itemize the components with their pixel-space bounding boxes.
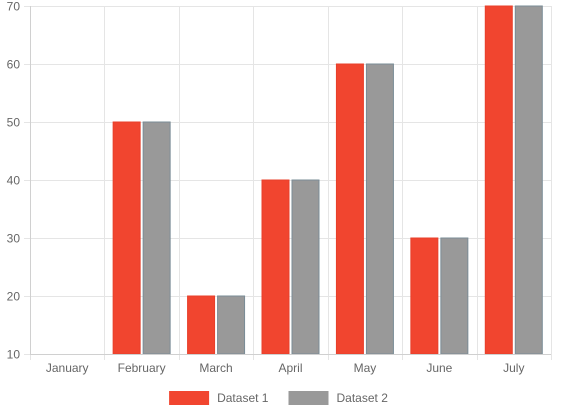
bar-dataset-2-july [514, 5, 543, 355]
legend-label-dataset-2: Dataset 2 [337, 391, 389, 405]
x-tick-label: March [199, 361, 232, 375]
y-tick-label: 70 [7, 0, 21, 14]
x-tick-label: June [426, 361, 452, 375]
bar-dataset-2-april [291, 179, 320, 355]
bar-dataset-2-march [217, 295, 246, 355]
bar-dataset-1-february [112, 121, 141, 355]
y-tick-label: 50 [7, 116, 21, 130]
y-tick-label: 60 [7, 58, 21, 72]
legend-swatch-dataset-1 [169, 391, 210, 405]
x-tick-label: May [354, 361, 377, 375]
y-tick-label: 10 [7, 348, 21, 362]
bars [112, 5, 543, 355]
legend: Dataset 1 Dataset 2 [169, 391, 388, 405]
axes: 10 20 30 40 50 60 70 January February March April M… [7, 0, 551, 375]
bar-dataset-1-june [410, 237, 439, 355]
bar-dataset-2-february [142, 121, 171, 355]
bar-dataset-1-july [484, 5, 513, 355]
grid-lines [24, 6, 552, 360]
bar-dataset-2-june [440, 237, 469, 355]
y-tick-label: 20 [7, 290, 21, 304]
x-tick-label: January [46, 361, 89, 375]
bar-dataset-1-march [187, 295, 216, 355]
legend-label-dataset-1: Dataset 1 [217, 391, 269, 405]
y-tick-label: 30 [7, 232, 21, 246]
bar-dataset-1-may [335, 63, 364, 355]
y-tick-label: 40 [7, 174, 21, 188]
x-tick-label: February [118, 361, 166, 375]
bar-dataset-1-april [261, 179, 290, 355]
x-tick-label: April [278, 361, 302, 375]
legend-swatch-dataset-2 [288, 391, 329, 405]
bar-dataset-2-may [365, 63, 394, 355]
x-tick-label: July [503, 361, 524, 375]
